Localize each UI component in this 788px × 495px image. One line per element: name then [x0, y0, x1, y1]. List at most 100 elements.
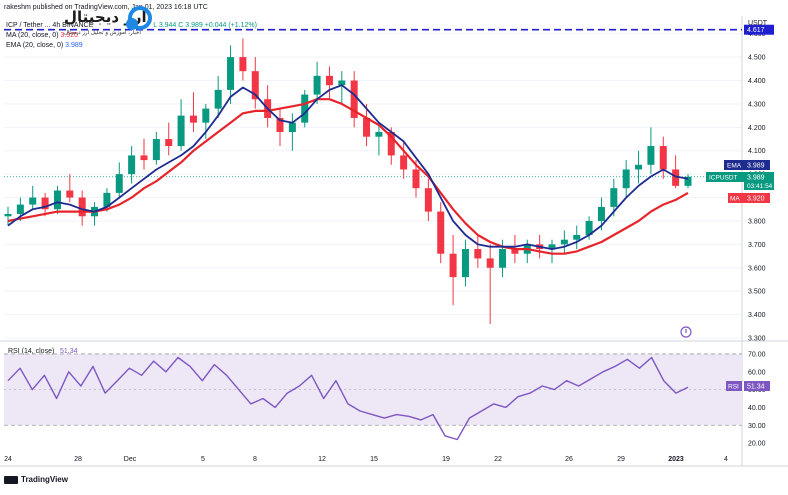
alert-icon	[680, 326, 692, 338]
rsi-legend-label: RSI (14, close)	[8, 348, 54, 355]
watermark-brand-text: ارز دیجیتال	[64, 8, 147, 26]
candle-body	[560, 239, 568, 245]
time-tick-label: 12	[318, 456, 326, 463]
candle-body	[66, 190, 74, 198]
symbol-legend: ICP / Tether ... 4h BINANCE L 3.944 C 3.…	[6, 22, 257, 29]
candle-body	[115, 174, 123, 193]
candle-body	[635, 164, 643, 170]
price-tick-label: 4.400	[748, 78, 766, 85]
candle-body	[449, 253, 457, 278]
rsi-tag-name-box	[726, 381, 742, 391]
candle-body	[573, 235, 581, 240]
candle-body	[177, 115, 185, 147]
ma-legend-value: 3.920	[60, 32, 79, 39]
candle-body	[251, 71, 259, 100]
rsi-tick-label: 60.00	[748, 369, 766, 376]
ma-tag-value: 3.920	[747, 196, 765, 203]
ohlc-close: C 3.989	[178, 22, 203, 29]
ema-tag-name-box	[724, 160, 744, 170]
price-tag-value-box	[744, 172, 774, 190]
price-tick-label: 3.800	[748, 218, 766, 225]
ohlc-change: +0.044 (+1.12%)	[204, 22, 257, 29]
time-tick-label: 5	[201, 456, 205, 463]
ema-tag-value-box	[744, 160, 770, 170]
candle-body	[53, 190, 61, 210]
ma-line	[7, 98, 689, 255]
candle-body	[647, 146, 655, 165]
candle-body	[41, 197, 49, 210]
price-tag-name-box	[706, 172, 744, 182]
candle-body	[437, 211, 445, 254]
rsi-tick-label: 40.00	[748, 405, 766, 412]
watermark-logo: ارز دیجیتال اخبار، آموزش و تحلیل ارز دیج…	[62, 2, 154, 40]
ema-legend-value: 3.989	[65, 42, 83, 49]
ema-tag-value: 3.989	[747, 163, 765, 170]
candle-body	[610, 188, 618, 207]
candle-body	[165, 139, 173, 147]
resistance-price-tag	[744, 24, 774, 35]
candle-body	[684, 176, 692, 186]
candle-body	[214, 89, 222, 109]
candle-body	[239, 57, 247, 72]
ema-legend-label: EMA (20, close, 0)	[6, 42, 64, 49]
candle-body	[202, 108, 210, 123]
alert-icon-ring	[680, 326, 692, 338]
candles	[4, 38, 692, 324]
candle-body	[313, 75, 321, 95]
time-tick-label: 24	[4, 456, 12, 463]
candle-body	[4, 213, 12, 217]
candle-body	[499, 249, 507, 268]
price-tick-label: 4.200	[748, 125, 766, 132]
resistance-price-text: 4.617	[747, 27, 765, 34]
rsi-tick-label: 70.00	[748, 351, 766, 358]
price-tick-label: 3.700	[748, 242, 766, 249]
rsi-tag-name: RSI	[728, 384, 739, 391]
price-tag-name: ICPUSDT	[709, 175, 738, 182]
tradingview-logo[interactable]: TradingView	[4, 475, 68, 484]
candle-body	[659, 146, 667, 170]
candle-body	[461, 249, 469, 278]
rsi-line	[7, 356, 689, 441]
candle-body	[387, 132, 395, 156]
time-tick-label: 8	[253, 456, 257, 463]
ma-tag-value-box	[744, 193, 770, 203]
time-tick-label: 29	[617, 456, 625, 463]
candle-body	[597, 206, 605, 221]
candle-body	[375, 132, 383, 137]
candle-body	[474, 249, 482, 259]
ema-tag-name: EMA	[727, 163, 742, 170]
price-tick-label: 3.300	[748, 336, 766, 343]
ma-legend: MA (20, close, 0) 3.920	[6, 32, 78, 39]
ma-tag-name: MA	[730, 196, 740, 203]
rsi-tag-value-box	[744, 381, 770, 391]
tradingview-brand: TradingView	[21, 475, 68, 484]
price-tag-countdown: 03:41:54	[747, 183, 773, 190]
ma-tag-name-box	[728, 193, 744, 203]
candle-body	[227, 57, 235, 90]
symbol-name: ICP / Tether ... 4h BINANCE	[6, 22, 94, 29]
price-tick-label: 3.400	[748, 312, 766, 319]
currency-label: USDT	[748, 20, 768, 27]
watermark-subtitle: اخبار، آموزش و تحلیل ارز دیجیتال	[64, 29, 141, 36]
candle-body	[189, 115, 197, 123]
candle-body	[288, 122, 296, 133]
candle-body	[103, 192, 111, 207]
time-tick-label: 22	[494, 456, 502, 463]
time-tick-label: 26	[565, 456, 573, 463]
candle-body	[350, 80, 358, 118]
candle-body	[622, 169, 630, 189]
time-tick-label: 28	[74, 456, 82, 463]
candle-body	[672, 169, 680, 186]
candle-body	[412, 169, 420, 189]
candle-body	[29, 197, 37, 205]
candle-body	[424, 188, 432, 212]
candle-body	[128, 155, 136, 175]
ohlc-low: L 3.944	[153, 22, 177, 29]
ema-legend: EMA (20, close, 0) 3.989	[6, 42, 83, 49]
candle-body	[486, 258, 494, 268]
candle-body	[78, 197, 86, 217]
candle-body	[363, 117, 371, 137]
tradingview-icon	[4, 475, 18, 484]
candle-body	[301, 94, 309, 123]
